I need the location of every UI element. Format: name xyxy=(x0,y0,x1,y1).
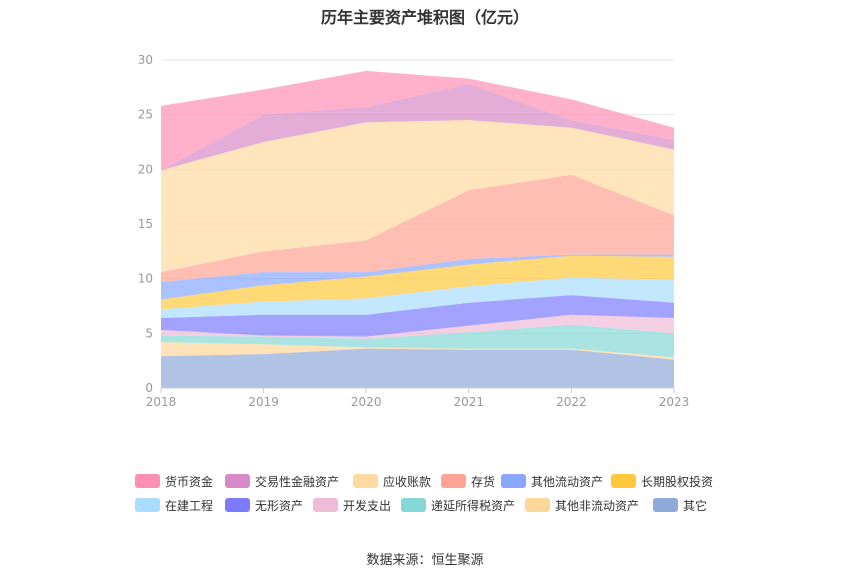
x-tick-label: 2021 xyxy=(454,395,485,409)
y-tick-label: 5 xyxy=(145,326,153,340)
y-tick-label: 20 xyxy=(138,162,153,176)
data-source-note: 数据来源：恒生聚源 xyxy=(366,553,484,568)
legend-label: 交易性金融资产 xyxy=(255,474,340,489)
area-series-其他流动资产 xyxy=(161,254,674,300)
legend-item[interactable]: 其它 xyxy=(653,496,707,514)
area-series-递延所得税资产 xyxy=(161,324,674,358)
legend-label: 递延所得税资产 xyxy=(431,498,516,513)
area-series-存货 xyxy=(161,174,674,282)
x-tick-label: 2022 xyxy=(556,395,587,409)
chart-title: 历年主要资产堆积图（亿元） xyxy=(320,8,529,27)
legend-swatch xyxy=(653,498,678,512)
legend-item[interactable]: 其他流动资产 xyxy=(501,472,603,490)
legend-label: 无形资产 xyxy=(255,498,304,513)
legend-item[interactable]: 交易性金融资产 xyxy=(225,472,339,490)
legend-swatch xyxy=(501,474,526,488)
legend-swatch xyxy=(353,474,378,488)
legend-label: 在建工程 xyxy=(165,498,214,513)
legend-item[interactable]: 应收账款 xyxy=(353,472,431,490)
legend-swatch xyxy=(441,474,466,488)
legend-swatch xyxy=(525,498,550,512)
legend-swatch xyxy=(611,474,636,488)
y-tick-label: 0 xyxy=(145,381,153,395)
legend-item[interactable]: 存货 xyxy=(441,472,495,490)
area-series-开发支出 xyxy=(161,314,674,339)
area-series-交易性金融资产 xyxy=(161,84,674,171)
x-tick-label: 2020 xyxy=(351,395,382,409)
legend-label: 其他非流动资产 xyxy=(555,498,640,513)
legend-item[interactable]: 无形资产 xyxy=(225,496,303,514)
legend-label: 应收账款 xyxy=(383,474,432,489)
legend-item[interactable]: 递延所得税资产 xyxy=(401,496,515,514)
legend-label: 存货 xyxy=(471,474,496,489)
legend-label: 其它 xyxy=(683,498,708,513)
legend-swatch xyxy=(135,498,160,512)
y-tick-label: 25 xyxy=(138,108,153,122)
x-tick-label: 2019 xyxy=(248,395,279,409)
y-tick-label: 10 xyxy=(138,272,153,286)
legend-item[interactable]: 其他非流动资产 xyxy=(525,496,639,514)
area-series-在建工程 xyxy=(161,277,674,319)
legend-item[interactable]: 开发支出 xyxy=(313,496,391,514)
y-tick-label: 15 xyxy=(138,217,153,231)
y-tick-label: 30 xyxy=(138,53,153,67)
legend-label: 长期股权投资 xyxy=(641,474,714,489)
area-series-应收账款 xyxy=(161,120,674,273)
area-series-货币资金 xyxy=(161,70,674,171)
legend-swatch xyxy=(225,474,250,488)
legend-label: 开发支出 xyxy=(343,498,392,513)
x-tick-label: 2018 xyxy=(146,395,177,409)
legend-item[interactable]: 长期股权投资 xyxy=(611,472,713,490)
area-series-其它 xyxy=(161,348,674,388)
area-series-其他非流动资产 xyxy=(161,342,674,360)
legend-item[interactable]: 在建工程 xyxy=(135,496,213,514)
legend-swatch xyxy=(225,498,250,512)
legend-item[interactable]: 货币资金 xyxy=(135,472,213,490)
legend-swatch xyxy=(401,498,426,512)
x-tick-label: 2023 xyxy=(659,395,690,409)
legend-swatch xyxy=(313,498,338,512)
legend-swatch xyxy=(135,474,160,488)
area-series-长期股权投资 xyxy=(161,255,674,310)
area-series-无形资产 xyxy=(161,295,674,337)
legend-label: 货币资金 xyxy=(165,474,214,489)
legend-label: 其他流动资产 xyxy=(531,474,604,489)
